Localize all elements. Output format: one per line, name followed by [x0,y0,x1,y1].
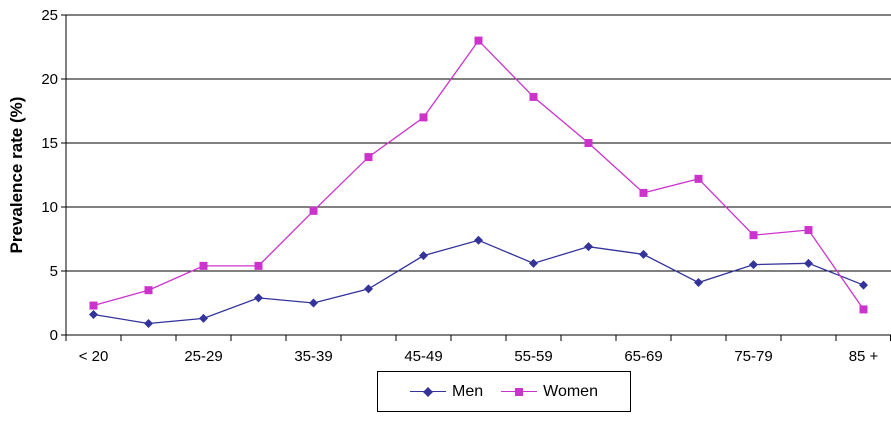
legend-label-men: Men [452,382,484,400]
data-point-men [89,310,98,320]
data-point-women [639,188,648,197]
legend-label-women: Women [543,382,598,400]
axes [61,14,891,341]
data-point-men [364,284,373,294]
data-point-women [859,305,868,314]
data-point-women [804,226,813,235]
data-point-men [144,318,153,328]
data-point-men [749,260,758,270]
data-point-women [309,206,318,215]
data-point-women [254,261,263,270]
diamond-marker-icon [423,386,434,397]
y-tick-label: 25 [41,7,58,24]
data-series [89,36,868,328]
data-point-women [89,301,98,310]
legend-item-men: Men [410,383,483,401]
square-marker-icon [515,387,524,396]
y-tick-label: 15 [41,135,58,152]
legend-swatch-men [410,386,447,398]
data-point-men [859,280,868,290]
data-point-men [419,251,428,261]
y-axis-label: Prevalence rate (%) [7,97,26,254]
y-tick-label: 20 [41,71,58,88]
y-tick-labels: 0 5 10 15 20 25 [41,7,58,344]
data-point-women [199,261,208,270]
series-line-women [93,39,865,310]
data-point-men [199,313,208,323]
data-point-men [804,258,813,268]
x-tick-label: 85 + [849,348,879,365]
data-point-men [639,249,648,259]
y-tick-label: 0 [50,327,58,344]
data-point-women [694,174,703,183]
x-tick-label: 75-79 [734,348,772,365]
y-tick-label: 10 [41,199,58,216]
y-tick-label: 5 [50,263,58,280]
x-tick-labels: < 20 25-29 35-39 45-49 55-59 65-69 75-79 85 + [79,348,879,365]
legend: Men Women [377,371,631,412]
data-point-women [364,153,373,162]
data-point-women [584,139,593,147]
legend-swatch-women [501,386,538,398]
data-point-women [144,286,153,295]
x-tick-label: 25-29 [184,348,222,365]
data-point-women [749,231,758,240]
data-point-men [309,298,318,308]
series-line-men [93,239,864,325]
data-point-men [694,278,703,288]
data-point-women [474,36,483,45]
data-point-men [529,258,538,268]
data-point-men [474,235,483,245]
data-point-women [529,92,538,101]
gridlines [66,14,891,272]
legend-item-women: Women [501,383,598,401]
x-tick-label: 65-69 [624,348,662,365]
data-point-women [419,113,428,122]
data-point-men [254,293,263,303]
x-tick-label: < 20 [79,348,109,365]
x-tick-label: 35-39 [294,348,332,365]
x-tick-label: 45-49 [404,348,442,365]
x-tick-label: 55-59 [514,348,552,365]
data-point-men [584,242,593,252]
